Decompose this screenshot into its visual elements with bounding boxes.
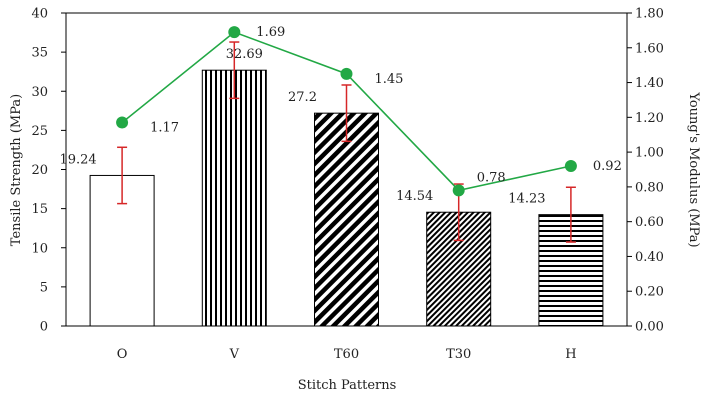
bar xyxy=(314,112,379,327)
y-tick-label: 5 xyxy=(40,280,48,295)
y2-tick-label: 0.20 xyxy=(635,285,664,300)
bar-value-label: 19.24 xyxy=(59,152,96,167)
y-tick-label: 30 xyxy=(31,85,48,100)
bar-value-label: 27.2 xyxy=(288,90,317,105)
modulus-point xyxy=(228,26,241,39)
modulus-value-label: 1.45 xyxy=(375,72,404,87)
y2-tick-label: 1.00 xyxy=(635,146,664,161)
x-tick-label: T30 xyxy=(446,347,471,362)
y-tick-label: 25 xyxy=(31,124,48,139)
y-tick-label: 20 xyxy=(31,163,48,178)
x-tick-label: H xyxy=(565,347,576,362)
y2-tick-label: 1.80 xyxy=(635,7,664,22)
y-axis-title: Tensile Strength (MPa) xyxy=(9,94,24,246)
y-tick-label: 10 xyxy=(31,241,48,256)
y2-tick-label: 1.60 xyxy=(635,41,664,56)
modulus-value-label: 1.69 xyxy=(256,25,285,40)
y-tick-label: 35 xyxy=(31,46,48,61)
y2-tick-label: 0.40 xyxy=(635,250,664,265)
y2-axis-title: Young's Modulus (MPa) xyxy=(686,91,701,247)
bar-value-label: 14.23 xyxy=(508,192,545,207)
y2-tick-label: 1.40 xyxy=(635,76,664,91)
y2-tick-label: 0.80 xyxy=(635,180,664,195)
bar xyxy=(201,69,267,327)
y2-tick-label: 0.60 xyxy=(635,215,664,230)
modulus-point xyxy=(340,67,353,80)
modulus-line xyxy=(116,26,577,197)
y-tick-label: 40 xyxy=(31,7,48,22)
y-tick-label: 15 xyxy=(31,202,48,217)
modulus-value-label: 1.17 xyxy=(150,121,179,136)
x-tick-label: O xyxy=(117,347,128,362)
x-tick-label: V xyxy=(229,347,240,362)
x-axis-title: Stitch Patterns xyxy=(298,378,397,393)
modulus-point xyxy=(116,116,129,129)
modulus-value-label: 0.78 xyxy=(477,170,506,185)
error-bars xyxy=(117,41,576,243)
axes: 0 5 10 15 20 25 30 35 40 0.00 0.20 0.40 0.60 0.80 1.00… xyxy=(31,7,664,363)
data-labels: 19.24 32.69 27.2 14.54 14.23 1.17 1.69 1.45 0.78… xyxy=(59,25,621,207)
bars xyxy=(89,69,604,327)
y2-tick-label: 0.00 xyxy=(635,320,664,335)
modulus-point xyxy=(564,160,577,173)
bar-value-label: 32.69 xyxy=(226,47,263,62)
modulus-value-label: 0.92 xyxy=(593,159,622,174)
modulus-point xyxy=(452,184,465,197)
x-tick-label: T60 xyxy=(334,347,359,362)
y-tick-label: 0 xyxy=(40,320,48,335)
bar-value-label: 14.54 xyxy=(396,189,433,204)
y2-tick-label: 1.20 xyxy=(635,111,664,126)
